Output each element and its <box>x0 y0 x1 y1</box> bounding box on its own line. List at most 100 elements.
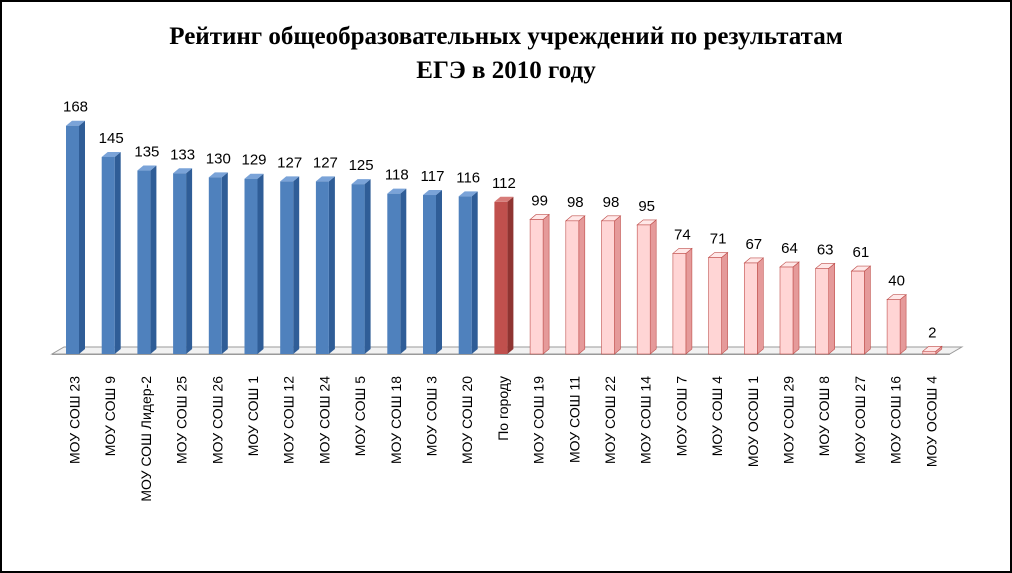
bar-side <box>114 151 121 354</box>
data-label: 98 <box>603 194 620 211</box>
data-label: 133 <box>170 146 195 163</box>
bar <box>387 193 401 354</box>
bar <box>708 257 722 355</box>
bar-side <box>328 176 335 354</box>
bar-top <box>315 176 335 182</box>
category-label: МОУ ОСОШ 1 <box>745 376 761 467</box>
category-label: МОУ СОШ 25 <box>174 376 190 464</box>
category-label: МОУ СОШ 14 <box>638 376 654 464</box>
category-label: МОУ СОШ 19 <box>531 376 547 464</box>
category-label: МОУ СОШ 3 <box>424 376 440 456</box>
bar-side <box>685 247 693 355</box>
category-label: МОУ СОШ 27 <box>852 376 868 464</box>
bar <box>101 156 115 354</box>
bar <box>529 219 544 355</box>
bar-side <box>828 262 836 355</box>
data-label: 61 <box>853 244 870 261</box>
category-label: МОУ СОШ 20 <box>459 376 475 464</box>
data-label: 112 <box>492 175 516 192</box>
bar-side <box>79 120 85 354</box>
category-label: По городу <box>495 376 511 441</box>
data-label: 67 <box>745 236 762 253</box>
bar-side <box>864 265 871 355</box>
category-label: МОУ СОШ 4 <box>709 376 725 456</box>
bar-side <box>150 165 157 354</box>
bar <box>66 125 79 354</box>
category-label: МОУ СОШ 16 <box>888 376 904 464</box>
data-label: 98 <box>567 194 584 211</box>
bar <box>208 177 222 354</box>
category-label: МОУ СОШ 8 <box>816 376 832 456</box>
data-label: 127 <box>277 154 302 171</box>
bar-top <box>101 151 121 157</box>
data-label: 2 <box>928 324 936 341</box>
bar <box>137 170 151 354</box>
data-label: 130 <box>206 150 231 167</box>
chart-title: Рейтинг общеобразовательных учреждений п… <box>2 20 1010 88</box>
bar <box>922 350 937 355</box>
bar-side <box>257 173 264 354</box>
bar <box>779 266 794 355</box>
data-label: 145 <box>99 130 124 147</box>
bar-side <box>186 168 193 354</box>
bar-side <box>364 179 371 354</box>
data-label: 95 <box>638 198 655 215</box>
category-label: МОУ СОШ 11 <box>566 376 582 463</box>
data-label: 64 <box>781 240 798 257</box>
category-label: МОУ СОШ 5 <box>352 376 368 456</box>
category-label: МОУ СОШ 26 <box>209 376 225 464</box>
data-label: 116 <box>456 169 480 186</box>
bar <box>815 268 830 355</box>
data-label: 63 <box>817 241 834 258</box>
bar-side <box>221 172 228 354</box>
bar-top <box>280 176 300 182</box>
bar-side <box>542 213 550 355</box>
data-label: 40 <box>888 273 905 290</box>
bar <box>423 195 436 354</box>
bar <box>743 262 758 355</box>
category-label: МОУ СОШ 18 <box>388 376 404 464</box>
category-label: МОУ СОШ 24 <box>316 376 332 464</box>
category-label: МОУ СОШ 29 <box>781 376 797 464</box>
bar-side <box>578 215 586 355</box>
bar-top <box>137 165 157 171</box>
bar <box>494 201 508 354</box>
category-label: МОУ СОШ Лидер-2 <box>138 376 154 502</box>
category-label: МОУ СОШ 12 <box>281 376 297 464</box>
data-label: 117 <box>421 168 445 185</box>
bar <box>173 173 187 354</box>
bar <box>886 299 901 355</box>
bar-top <box>208 172 228 178</box>
data-label: 168 <box>63 99 88 116</box>
bar-top <box>66 120 85 126</box>
bar-top <box>458 191 478 197</box>
bar-side <box>400 188 407 354</box>
bar-side <box>436 190 442 354</box>
bar <box>315 181 329 354</box>
bar-side <box>721 251 728 355</box>
bar-side <box>756 257 764 355</box>
bar-top <box>351 179 371 185</box>
category-label: МОУ СОШ 23 <box>67 376 83 464</box>
bar <box>280 181 294 354</box>
bar <box>458 196 472 354</box>
data-label: 129 <box>241 152 266 169</box>
bar-top <box>173 168 193 174</box>
bar-side <box>649 219 657 355</box>
bar-top <box>423 190 442 196</box>
data-label: 125 <box>349 157 374 174</box>
bar <box>244 178 258 354</box>
bar-side <box>471 191 478 354</box>
category-label: МОУ ОСОШ 4 <box>923 376 939 467</box>
data-label: 118 <box>385 167 409 184</box>
bar-side <box>899 294 907 355</box>
bar-top <box>387 188 407 194</box>
data-label: 99 <box>531 192 548 209</box>
bar-side <box>507 196 514 354</box>
category-label: МОУ СОШ 22 <box>602 376 618 464</box>
bar <box>672 253 687 355</box>
data-label: 71 <box>710 231 727 248</box>
bar <box>351 184 365 354</box>
bar-top <box>494 196 514 202</box>
